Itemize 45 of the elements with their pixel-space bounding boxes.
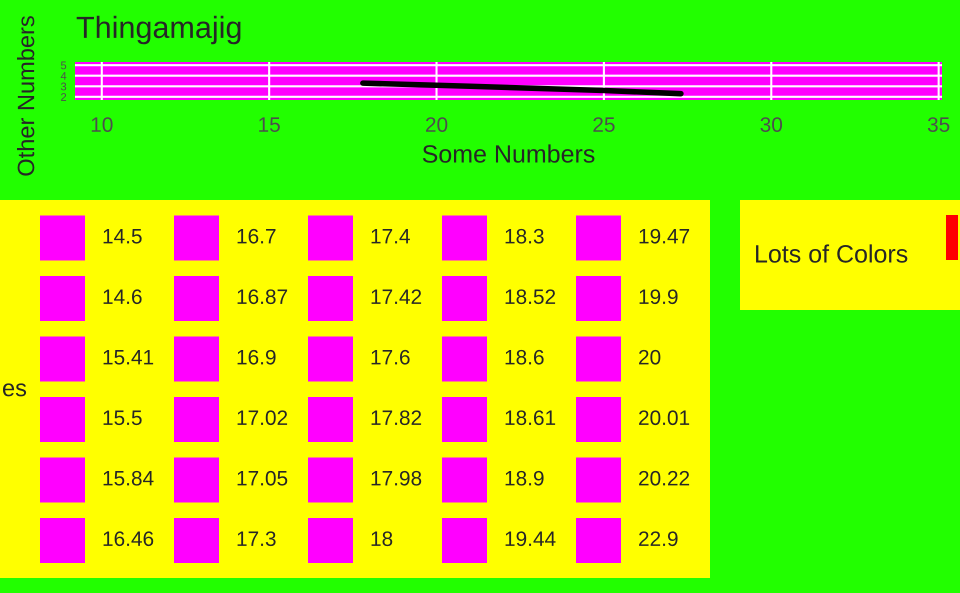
text: 17.98 bbox=[372, 470, 422, 486]
text: 18.9 bbox=[506, 470, 544, 486]
y-axis-title: Other Numbers bbox=[16, 16, 34, 176]
text: 17.82 bbox=[372, 410, 422, 426]
chart-title: Thingamajig bbox=[76, 16, 240, 44]
text: Lots of Colors bbox=[756, 244, 908, 263]
text: 14.5 bbox=[104, 229, 142, 244]
x-tick-label: 15 bbox=[259, 117, 280, 132]
text: 18.6 bbox=[506, 350, 544, 365]
text: 22.9 bbox=[639, 531, 678, 546]
y-tick-label: 3 bbox=[60, 82, 66, 90]
x-tick-label: 10 bbox=[92, 117, 113, 132]
x-tick-label: 20 bbox=[426, 117, 448, 132]
y-tick-label: 2 bbox=[61, 93, 66, 101]
y-tick-label: 5 bbox=[60, 62, 66, 70]
text: 16.46 bbox=[104, 531, 154, 546]
text: 18 bbox=[372, 531, 392, 546]
text: 17.42 bbox=[372, 289, 422, 304]
x-tick-label: 25 bbox=[593, 117, 615, 132]
text: 19.44 bbox=[506, 531, 556, 546]
text: 16.7 bbox=[238, 228, 276, 244]
text: 20.01 bbox=[639, 410, 690, 426]
text: 18.3 bbox=[506, 228, 544, 244]
text: 18.52 bbox=[506, 289, 556, 304]
text: 15.5 bbox=[104, 410, 142, 426]
text: 16.87 bbox=[238, 289, 288, 304]
x-tick-label: 30 bbox=[760, 117, 782, 132]
y-tick-label: 4 bbox=[60, 72, 66, 80]
text: 20.22 bbox=[639, 470, 690, 486]
text: 16.9 bbox=[238, 350, 276, 365]
text: 17.6 bbox=[372, 350, 410, 365]
text: 20 bbox=[639, 350, 660, 365]
text: 14.6 bbox=[104, 289, 142, 304]
text: 19.9 bbox=[640, 289, 678, 304]
text: 19.47 bbox=[640, 228, 690, 244]
text: 17.4 bbox=[372, 229, 410, 244]
text: 17.05 bbox=[238, 470, 288, 486]
text: 15.41 bbox=[104, 350, 154, 365]
text: 17.02 bbox=[238, 410, 288, 426]
x-tick-label: 35 bbox=[928, 117, 950, 132]
text: 18.61 bbox=[506, 410, 556, 426]
x-axis-title: Some Numbers bbox=[422, 144, 594, 163]
text: 15.84 bbox=[104, 470, 154, 486]
text: 17.3 bbox=[238, 531, 276, 546]
legend-title: es bbox=[3, 383, 26, 396]
